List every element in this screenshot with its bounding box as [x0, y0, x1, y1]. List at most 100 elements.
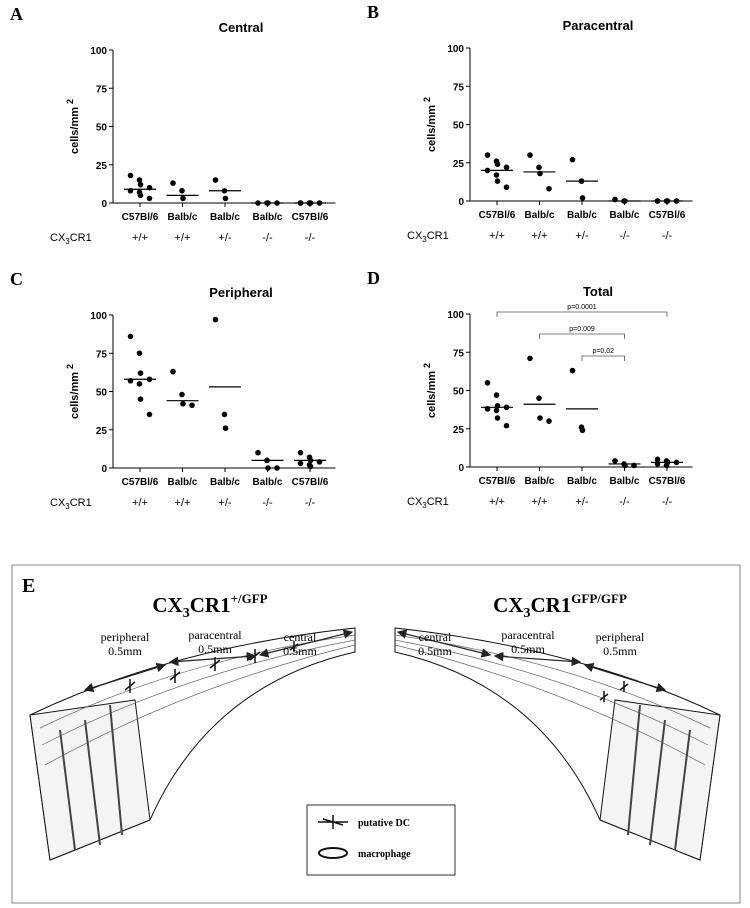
y-tick-label: 50	[96, 123, 108, 134]
title-part: CX	[493, 593, 523, 617]
data-point	[136, 381, 143, 387]
data-point	[527, 152, 533, 158]
region-name: central	[284, 630, 317, 644]
chart-panel: A Central cells/mm 2 0 25 50 75 100 CX3CR1 C57Bl/6…	[10, 4, 336, 246]
x-tick-label: C57Bl/6	[292, 477, 329, 488]
y-label-text: cells/mm	[69, 107, 81, 154]
chart-panel: B Paracentral cells/mm 2 0 25 50 75 100 CX3CR1 C57…	[367, 2, 693, 244]
data-point	[484, 152, 491, 158]
legend-label: putative DC	[358, 818, 410, 829]
data-point	[493, 407, 500, 414]
data-point	[536, 164, 542, 171]
significance-bracket	[539, 333, 625, 339]
region-labels: peripheral 0.5mm paracentral 0.5mm centr…	[101, 628, 645, 658]
y-tick-label: 25	[453, 159, 465, 170]
y-axis-label: cells/mm 2	[65, 99, 81, 154]
y-tick-label: 0	[101, 464, 107, 475]
y-axis-label: cells/mm 2	[422, 97, 438, 152]
genotype-label: +/+	[489, 496, 505, 508]
group-label-part: CX	[50, 232, 66, 244]
macrophage-icon	[318, 847, 348, 859]
group-label-part: CR1	[427, 230, 449, 242]
region-size: 0.5mm	[418, 644, 452, 658]
panel-letter: E	[22, 575, 35, 597]
chart-panel: C Peripheral cells/mm 2 0 25 50 75 100 CX3CR1 C57B…	[10, 269, 336, 511]
region-arrow	[493, 651, 582, 667]
significance-bracket	[496, 311, 668, 317]
data-point	[537, 415, 543, 421]
x-tick-label: Balb/c	[252, 212, 282, 223]
genotype-label: +/+	[175, 232, 191, 244]
y-tick-label: 0	[458, 463, 464, 474]
data-point	[493, 392, 500, 398]
region-arrow	[583, 662, 667, 693]
region-size: 0.5mm	[108, 644, 142, 658]
data-point	[569, 367, 576, 374]
genotype-label: -/-	[262, 497, 273, 509]
group-label: CX3CR1	[407, 496, 449, 510]
data-point	[146, 411, 153, 418]
x-tick-label: C57Bl/6	[479, 210, 516, 221]
data-point	[265, 465, 271, 471]
data-point	[137, 370, 144, 376]
data-point	[146, 195, 153, 202]
genotype-label: +/+	[175, 497, 191, 509]
y-tick-label: 100	[90, 311, 107, 322]
y-tick-label: 75	[96, 84, 108, 95]
data-point	[137, 192, 144, 199]
region-arrow	[168, 651, 257, 667]
data-point	[536, 395, 542, 401]
data-point	[494, 161, 501, 168]
panel-letter: A	[10, 4, 23, 24]
group-label-sub: 3	[65, 237, 70, 246]
y-tick-label: 25	[453, 425, 465, 436]
y-tick-label: 50	[96, 388, 108, 399]
region-size: 0.5mm	[511, 642, 545, 656]
diagram-title: CX3CR1GFP/GFP	[493, 591, 627, 621]
data-point	[527, 355, 533, 362]
x-tick-label: Balb/c	[167, 477, 197, 488]
title-sub: 3	[183, 606, 190, 621]
y-tick-label: 25	[96, 426, 108, 437]
title-part: CX	[152, 593, 182, 617]
chart-title: Peripheral	[209, 285, 273, 300]
x-tick-label: C57Bl/6	[649, 210, 686, 221]
genotype-label: +/+	[132, 497, 148, 509]
y-axis-label: cells/mm 2	[422, 363, 438, 418]
data-point	[136, 350, 143, 357]
data-point	[579, 427, 586, 434]
genotype-label: +/+	[532, 230, 548, 242]
region-name: central	[419, 630, 452, 644]
data-point	[484, 380, 491, 386]
data-point	[503, 184, 510, 191]
diagram-title: CX3CR1+/GFP	[152, 591, 267, 621]
significance-bracket	[581, 355, 625, 361]
chart-title: Paracentral	[563, 18, 634, 33]
chart-title: Central	[219, 20, 264, 35]
legend-box	[306, 804, 456, 876]
data-point	[297, 449, 304, 456]
genotype-label: +/+	[132, 232, 148, 244]
panel-letter: D	[367, 268, 380, 288]
y-axis-label: cells/mm 2	[65, 364, 81, 419]
region-arrow	[83, 662, 167, 693]
data-point	[212, 316, 219, 323]
retina-slab	[29, 627, 356, 861]
region-name: peripheral	[596, 630, 645, 644]
region-size: 0.5mm	[198, 642, 232, 656]
panel-letter: C	[10, 269, 23, 289]
data-point	[222, 195, 229, 202]
genotype-label: +/-	[218, 497, 231, 509]
y-label-sup: 2	[65, 99, 75, 104]
x-tick-label: Balb/c	[609, 476, 639, 487]
panel-letter: B	[367, 2, 379, 22]
x-tick-label: Balb/c	[167, 212, 197, 223]
x-tick-label: Balb/c	[210, 477, 240, 488]
significance-label: p=0.02	[592, 348, 614, 355]
y-tick-label: 75	[453, 348, 465, 359]
genotype-label: -/-	[305, 232, 316, 244]
region-size: 0.5mm	[283, 644, 317, 658]
region-size: 0.5mm	[603, 644, 637, 658]
genotype-label: +/-	[575, 496, 588, 508]
